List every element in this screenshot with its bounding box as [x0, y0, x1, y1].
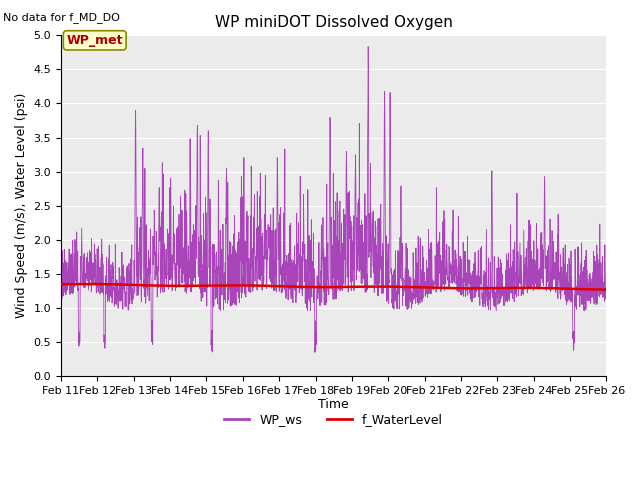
X-axis label: Time: Time — [318, 398, 349, 411]
Text: No data for f_MD_DO: No data for f_MD_DO — [3, 12, 120, 23]
Y-axis label: Wind Speed (m/s), Water Level (psi): Wind Speed (m/s), Water Level (psi) — [15, 93, 28, 318]
Legend: WP_ws, f_WaterLevel: WP_ws, f_WaterLevel — [220, 408, 448, 431]
Title: WP miniDOT Dissolved Oxygen: WP miniDOT Dissolved Oxygen — [215, 15, 452, 30]
Text: WP_met: WP_met — [67, 34, 123, 47]
